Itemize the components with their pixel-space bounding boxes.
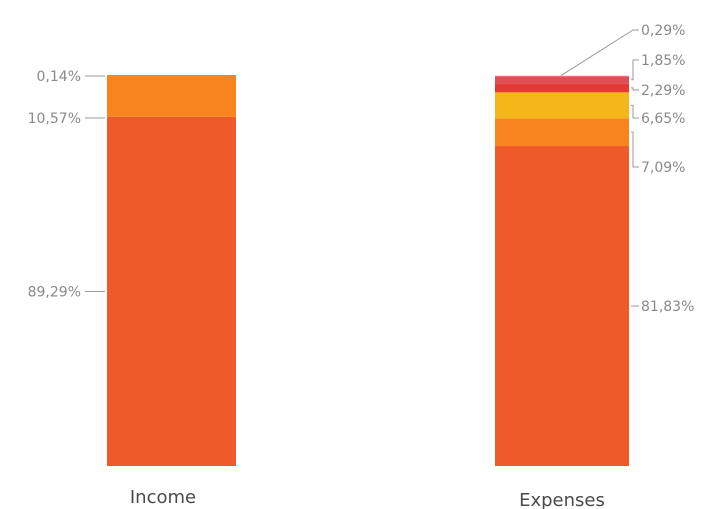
leader-line-expenses-2: [631, 104, 639, 119]
bar-segment-expenses-3: [495, 83, 629, 93]
bar-segment-expenses-1: [495, 118, 629, 147]
data-label-income-2: 0,14%: [37, 69, 81, 85]
bar-segment-income-0: [107, 116, 236, 466]
leaders-layer: [85, 29, 639, 307]
leader-line-expenses-1: [631, 131, 639, 168]
bar-segment-expenses-0: [495, 146, 629, 467]
leader-line-expenses-4: [631, 59, 639, 81]
data-label-income-0: 89,29%: [28, 284, 81, 300]
data-label-expenses-4: 1,85%: [641, 53, 685, 69]
bar-segment-expenses-4: [495, 76, 629, 84]
category-label-expenses: Expenses: [519, 490, 605, 509]
leader-line-expenses-3: [631, 87, 639, 91]
data-label-expenses-1: 7,09%: [641, 160, 685, 176]
data-label-expenses-0: 81,83%: [641, 299, 694, 315]
bar-segment-income-2: [107, 75, 236, 76]
data-label-expenses-3: 2,29%: [641, 83, 685, 99]
bar-segment-expenses-2: [495, 92, 629, 119]
labels-layer: 89,29% 10,57% 0,14% 81,83% 7,09% 6,65% 2,29% 1,…: [28, 23, 695, 315]
bars-layer: [107, 75, 629, 467]
data-label-expenses-2: 6,65%: [641, 111, 685, 127]
data-label-expenses-5: 0,29%: [641, 23, 685, 39]
bar-segment-expenses-5: [495, 75, 629, 77]
leader-line-expenses-5: [560, 29, 639, 76]
data-label-income-1: 10,57%: [28, 111, 81, 127]
category-label-income: Income: [130, 487, 196, 508]
bar-segment-income-1: [107, 75, 236, 117]
